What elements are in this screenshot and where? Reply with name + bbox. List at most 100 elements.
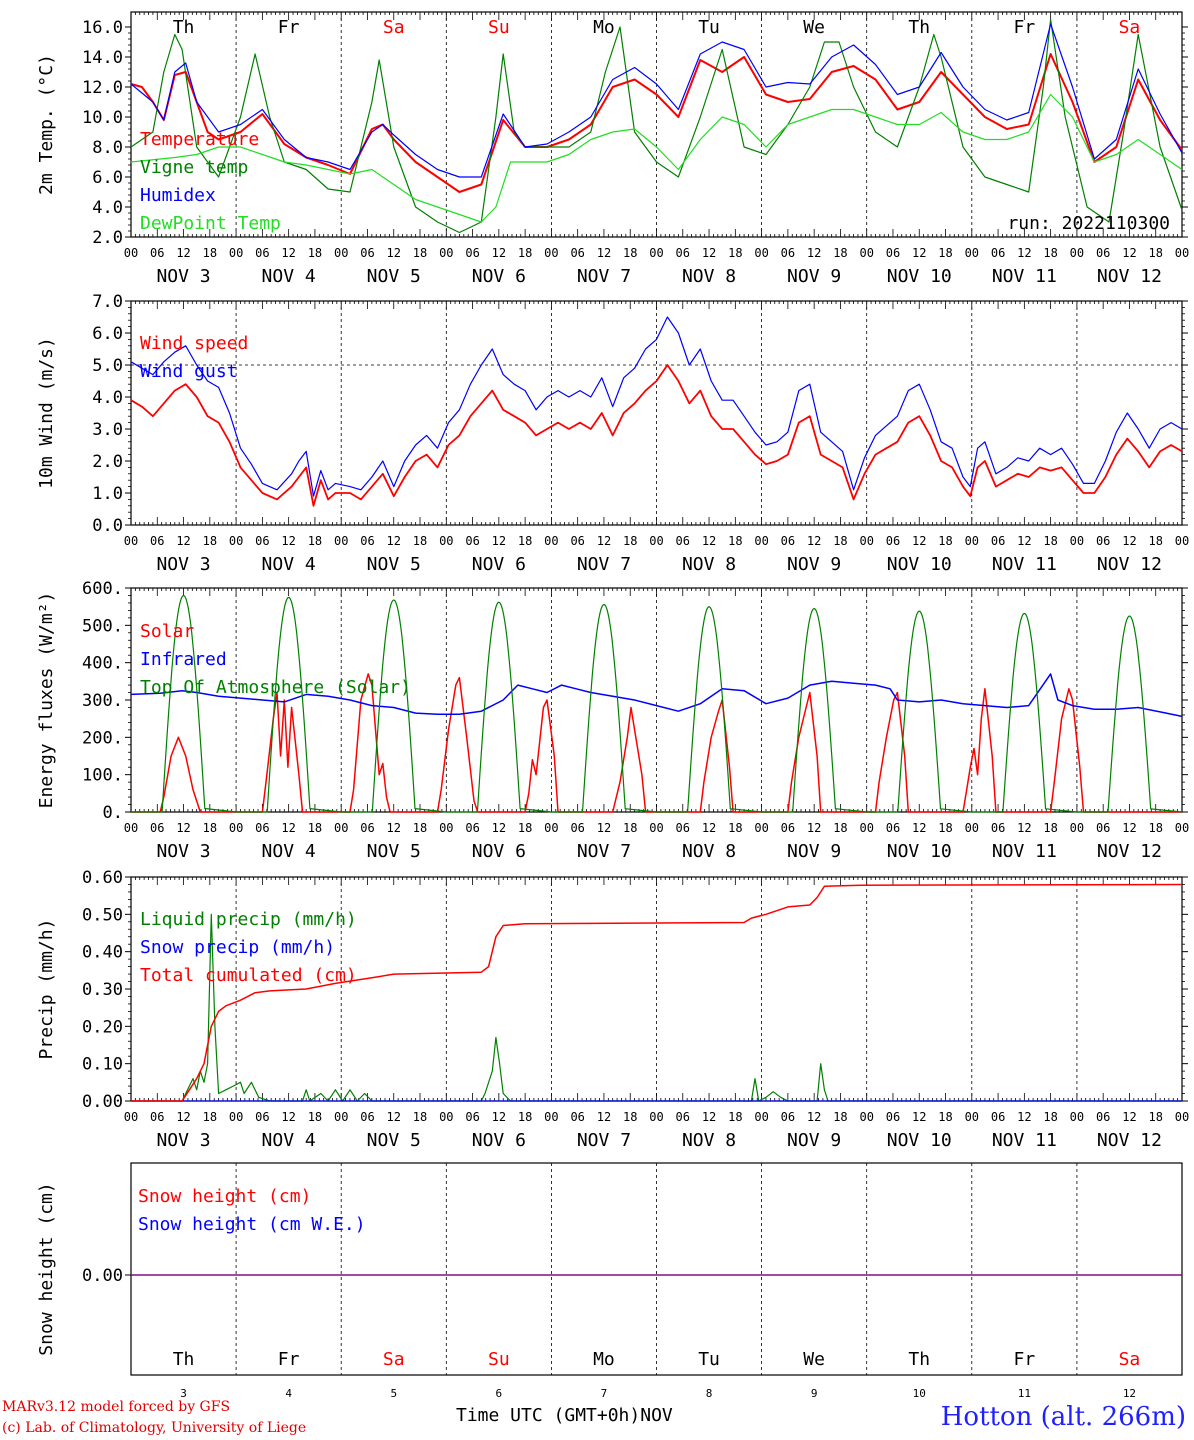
date-label: NOV 9 [787, 266, 841, 287]
hour-label: 00 [1070, 246, 1084, 260]
y-tick-label: 16.0 [82, 18, 123, 38]
hour-label: 12 [281, 246, 295, 260]
date-label: NOV 10 [887, 841, 952, 862]
day-of-week-label: Th [173, 1349, 195, 1370]
y-tick-label: 300. [82, 691, 123, 711]
hour-label: 06 [255, 246, 269, 260]
hour-label: 06 [360, 246, 374, 260]
series-line-temperature [130, 53, 1183, 193]
series-line-dewpoint-temp [130, 93, 1183, 223]
hour-label: 12 [807, 1110, 821, 1124]
date-label: NOV 5 [367, 841, 421, 862]
hour-label: 12 [492, 1110, 506, 1124]
day-of-week-label: Th [908, 1349, 930, 1370]
hour-label: 18 [623, 821, 637, 835]
hour-label: 18 [833, 246, 847, 260]
day-number: 10 [913, 1387, 926, 1400]
hour-label: 18 [728, 534, 742, 548]
y-tick-label: 0.00 [82, 1266, 123, 1286]
hour-label: 12 [912, 1110, 926, 1124]
legend-entry: Infrared [140, 649, 227, 670]
hour-label: 00 [859, 1110, 873, 1124]
series-line-solar [131, 673, 1182, 813]
y-tick-label: 6.0 [92, 168, 123, 188]
y-tick-label: 400. [82, 654, 123, 674]
y-axis-label: Energy fluxes (W/m²) [36, 592, 57, 809]
hour-label: 00 [754, 821, 768, 835]
hour-label: 06 [255, 821, 269, 835]
y-tick-label: 2.0 [92, 228, 123, 248]
run-label: run: 2022110300 [1007, 213, 1170, 234]
hour-label: 12 [1122, 534, 1136, 548]
hour-label: 12 [597, 246, 611, 260]
hour-label: 06 [360, 534, 374, 548]
hour-label: 18 [833, 1110, 847, 1124]
hour-label: 12 [281, 821, 295, 835]
hour-label: 06 [360, 821, 374, 835]
panel-wind: 00 06 12 18 00 06 12 18 00 06 12 18 00 06 12 18 00 06 12 18… [36, 292, 1189, 575]
y-tick-label: 5.0 [92, 356, 123, 376]
hour-label: 06 [676, 534, 690, 548]
hour-label: 06 [1096, 821, 1110, 835]
y-tick-label: 0.50 [82, 905, 123, 925]
hour-label: 00 [859, 246, 873, 260]
hour-label: 00 [1175, 246, 1189, 260]
hour-label: 06 [1096, 534, 1110, 548]
date-label: NOV 7 [577, 1130, 631, 1151]
day-number: 5 [390, 1387, 397, 1400]
date-label: NOV 12 [1097, 841, 1162, 862]
day-of-week-label: We [803, 17, 825, 38]
panel-precip: 00 06 12 18 00 06 12 18 00 06 12 18 00 06 12 18 00 06 12 18… [36, 868, 1189, 1151]
hour-label: 06 [150, 534, 164, 548]
y-tick-label: 2.0 [92, 452, 123, 472]
date-label: NOV 7 [577, 266, 631, 287]
hour-label: 18 [1043, 246, 1057, 260]
y-tick-label: 12.0 [82, 78, 123, 98]
date-label: NOV 3 [156, 554, 210, 575]
date-label: NOV 9 [787, 1130, 841, 1151]
date-label: NOV 5 [367, 554, 421, 575]
day-of-week-label: Mo [593, 17, 615, 38]
hour-label: 12 [1122, 821, 1136, 835]
y-tick-label: 4.0 [92, 198, 123, 218]
hour-label: 06 [465, 1110, 479, 1124]
hour-label: 18 [203, 534, 217, 548]
legend-entry: Snow precip (mm/h) [140, 937, 335, 958]
hour-label: 18 [203, 1110, 217, 1124]
day-of-week-label: Su [488, 1349, 510, 1370]
y-tick-label: 14.0 [82, 48, 123, 68]
date-label: NOV 10 [887, 1130, 952, 1151]
hour-label: 18 [203, 246, 217, 260]
hour-label: 00 [965, 246, 979, 260]
hour-label: 12 [176, 246, 190, 260]
date-label: NOV 5 [367, 1130, 421, 1151]
hour-label: 18 [938, 246, 952, 260]
hour-label: 18 [413, 821, 427, 835]
hour-label: 00 [649, 1110, 663, 1124]
hour-label: 12 [807, 821, 821, 835]
hour-label: 00 [649, 534, 663, 548]
date-label: NOV 3 [156, 841, 210, 862]
plot-frame [130, 300, 1183, 526]
day-of-week-label: Sa [383, 17, 405, 38]
hour-label: 18 [308, 821, 322, 835]
hour-label: 06 [991, 246, 1005, 260]
hour-label: 06 [781, 534, 795, 548]
hour-label: 00 [965, 534, 979, 548]
y-tick-label: 8.0 [92, 138, 123, 158]
hour-label: 12 [1122, 246, 1136, 260]
day-number: 8 [706, 1387, 713, 1400]
hour-label: 18 [623, 534, 637, 548]
legend-entry: Solar [140, 621, 194, 642]
hour-label: 12 [387, 821, 401, 835]
date-label: NOV 3 [156, 1130, 210, 1151]
hour-label: 18 [518, 1110, 532, 1124]
hour-label: 00 [439, 1110, 453, 1124]
day-of-week-label: Th [908, 17, 930, 38]
hour-label: 00 [1175, 821, 1189, 835]
hour-label: 12 [702, 534, 716, 548]
date-label: NOV 7 [577, 554, 631, 575]
legend-entry: Liquid precip (mm/h) [140, 909, 357, 930]
day-of-week-label: Sa [1119, 1349, 1141, 1370]
date-label: NOV 10 [887, 554, 952, 575]
